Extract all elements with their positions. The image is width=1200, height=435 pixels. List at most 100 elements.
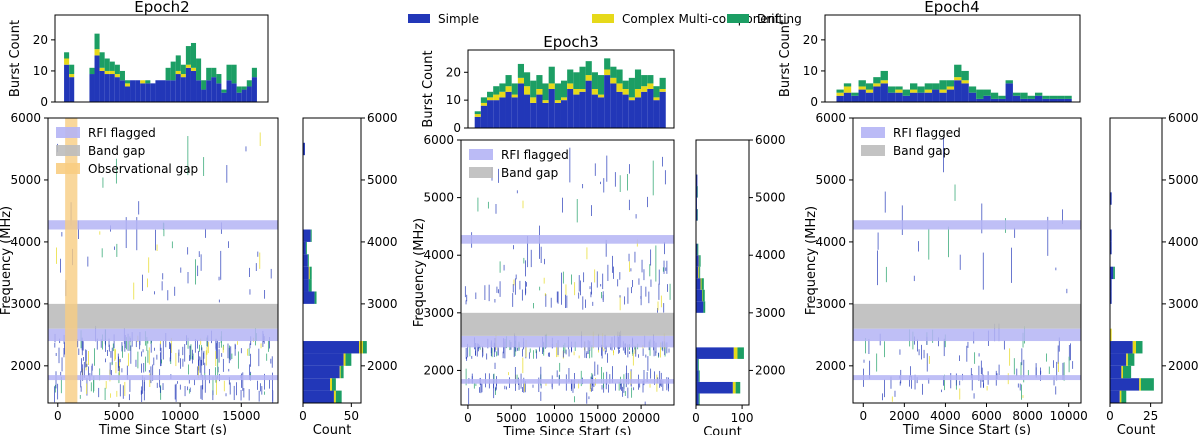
top-bar [104,70,110,75]
main-ytick-label: 2000 [10,359,41,373]
side-bar [696,278,701,290]
top-bar [548,66,555,84]
main-panel: 0 2000 4000 6000 8000 10000 2000 3000 4000 5000 60… [804,111,1088,435]
side-bar [1110,192,1112,205]
top-bar [968,92,977,102]
top-bar [517,63,525,78]
top-bar [902,89,910,96]
top-bar [155,80,161,102]
top-ytick-label: 10 [803,64,818,78]
side-bar [696,347,734,359]
top-bar [1042,95,1050,99]
side-bar [697,358,699,371]
side-bar [1126,353,1128,366]
legend-swatch-0 [408,14,430,23]
side-bar [696,243,698,256]
top-bar [524,94,531,128]
main-xtick-label: 5000 [104,409,135,423]
top-bar [536,94,543,128]
main-ytick-label: 3000 [10,297,41,311]
top-bar [573,94,580,128]
top-histogram: 0 10 20 Burst Count [421,49,675,135]
side-bar [307,254,309,267]
side-bar [696,186,698,198]
side-bar [1123,365,1132,379]
panel-title: Epoch4 [924,0,979,16]
side-xtick-label: 0 [692,411,700,425]
top-bar [554,83,561,101]
top-hist-frame [824,14,1081,103]
side-bar [1119,390,1122,403]
top-bar [236,92,242,102]
top-bar [536,75,543,89]
top-bar [185,67,191,102]
top-ytick-label: 20 [803,33,818,47]
side-ytick-label: 3000 [1168,297,1199,311]
top-bar [895,92,903,102]
rfi-band [853,375,1081,381]
top-bar [573,89,580,95]
side-xtick-label: 25 [1143,409,1158,423]
top-bar [998,98,1006,102]
main-ylabel: Frequency (MHz) [0,206,14,315]
top-bar [201,89,207,102]
side-histogram: 0 25 2000 3000 4000 5000 6000 Count [1106,111,1198,435]
top-bar [175,55,181,71]
main-ytick-label: 4000 [423,248,454,262]
side-bar [1110,241,1112,255]
main-ytick-label: 5000 [423,191,454,205]
top-bar [836,89,844,93]
top-bar [64,58,70,65]
top-bar [99,70,105,102]
main-frame [852,117,1082,404]
top-bar [851,95,859,102]
main-ytick-label: 2000 [423,363,454,377]
top-bar [231,64,237,84]
top-bar [579,66,586,89]
top-bar [124,83,131,87]
top-bar [610,66,617,78]
top-bar [634,97,642,128]
main-xtick-label: 4000 [930,409,961,423]
top-bar [530,97,537,103]
main-xlabel: Time Since Start (s) [902,423,1031,435]
side-xlabel: Count [1117,423,1156,435]
top-bar [493,86,500,95]
top-bar [140,80,146,84]
main-frame [460,139,675,406]
top-bar [487,97,494,101]
top-bar [99,67,105,71]
top-bar [1042,98,1050,102]
top-bar [976,98,984,102]
side-bar [1110,328,1112,342]
panel-legend-label: RFI flagged [893,126,961,140]
top-bar [1034,95,1043,102]
panel-epoch4: Epoch4 0 10 20 Burst Count 0 2000 4000 6000 8000 1… [778,0,1199,435]
top-bar [597,97,605,128]
top-bar [946,80,955,87]
top-bar [628,100,635,128]
top-bar [843,86,852,93]
top-bar [641,86,648,92]
top-bar [1034,92,1043,96]
top-bar [998,95,1006,99]
top-bar [843,83,852,87]
side-bar [303,291,315,304]
side-bar [696,370,699,382]
panel-legend-label: Band gap [88,144,145,158]
top-bar [567,69,574,84]
top-bar [858,80,866,87]
top-bar [851,92,859,96]
main-xtick-label: 2000 [889,409,920,423]
side-bar [698,370,700,382]
top-bar [94,33,100,50]
top-ytick-label: 0 [810,95,818,109]
top-bar [499,83,506,92]
top-bar [64,64,70,102]
top-bar [880,83,888,102]
top-bar [873,83,881,87]
top-bar [119,80,125,102]
side-bar [303,254,308,267]
top-bar [64,52,70,59]
side-bar [1136,341,1143,354]
